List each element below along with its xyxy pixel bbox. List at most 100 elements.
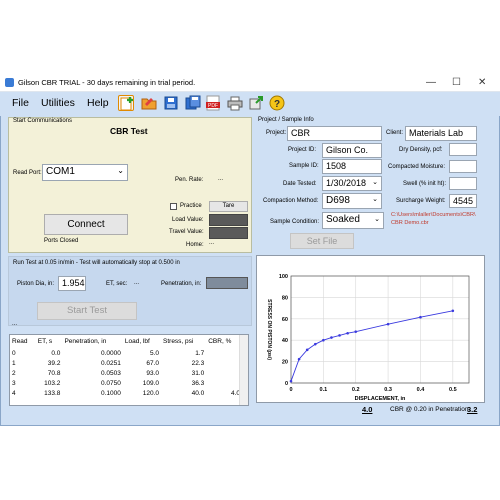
cell-penetration: 0.0000 — [101, 349, 121, 357]
y-tick-label: 20 — [282, 360, 288, 366]
compacted-moisture-input[interactable] — [449, 160, 477, 173]
print-icon[interactable] — [227, 95, 243, 111]
open-folder-icon[interactable] — [141, 95, 157, 111]
dry-density-input[interactable] — [449, 143, 477, 156]
x-tick-label: 0.3 — [384, 387, 392, 393]
piston-dia-label: Piston Dia, in: — [17, 281, 55, 287]
y-axis-label: STRESS ON PISTON (psi) — [266, 299, 272, 360]
chevron-down-icon: ⌄ — [117, 166, 124, 175]
data-point — [289, 379, 293, 383]
home-value: ... — [209, 240, 215, 246]
cbr-test-title: CBR Test — [110, 126, 148, 136]
load-value-label: Load Value: — [172, 217, 204, 223]
chevron-down-icon: ⌄ — [374, 216, 380, 223]
sample-condition-select[interactable]: Soaked ⌄ — [322, 212, 384, 229]
minimize-button[interactable]: — — [426, 77, 436, 88]
penetration-display — [206, 277, 248, 289]
cell-read: 0 — [12, 349, 16, 357]
project-input[interactable]: CBR — [287, 126, 382, 141]
series-line — [290, 310, 453, 382]
readings-table[interactable]: Read ET, s Penetration, in Load, lbf Str… — [9, 334, 249, 406]
project-legend: Project / Sample Info — [258, 117, 314, 123]
read-port-select[interactable]: COM1 ⌄ — [42, 164, 128, 181]
y-tick-label: 60 — [282, 317, 288, 323]
project-id-input[interactable]: Gilson Co. — [322, 143, 382, 158]
chevron-down-icon: ⌄ — [372, 196, 378, 203]
dry-density-label: Dry Density, pcf: — [399, 147, 443, 153]
cell-cbr — [206, 348, 242, 358]
svg-text:?: ? — [274, 99, 280, 110]
compaction-method-label: Compaction Method: — [263, 198, 319, 204]
menu-help[interactable]: Help — [87, 97, 109, 109]
data-point — [305, 348, 309, 352]
table-header-row: Read ET, s Penetration, in Load, lbf Str… — [10, 335, 242, 348]
cell-read: 2 — [12, 369, 16, 377]
new-file-icon[interactable] — [118, 95, 134, 111]
project-id-label: Project ID: — [288, 147, 317, 153]
cell-read: 4 — [12, 389, 16, 397]
cell-et: 0.0 — [51, 349, 61, 357]
date-tested-input[interactable]: 1/30/2018 ⌄ — [322, 176, 382, 191]
set-file-button[interactable]: Set File — [290, 233, 354, 249]
cbr-01-value: 4.0 — [362, 405, 373, 414]
pdf-icon[interactable]: PDF — [205, 95, 221, 111]
close-button[interactable]: ✕ — [478, 77, 487, 88]
table-row[interactable]: 3 103.2 0.0750 109.0 36.3 — [10, 378, 242, 388]
cell-read: 1 — [12, 359, 16, 367]
data-point — [354, 330, 358, 333]
start-test-button[interactable]: Start Test — [37, 302, 137, 320]
connect-button[interactable]: Connect — [44, 214, 128, 235]
penetration-label: Penetration, in: — [161, 281, 202, 287]
cell-penetration: 0.0503 — [101, 369, 121, 377]
table-row[interactable]: 4 133.8 0.1000 120.0 40.0 4.0 — [10, 388, 242, 398]
save-icon[interactable] — [163, 95, 179, 111]
swell-input[interactable] — [449, 177, 477, 190]
status-dots: ... — [12, 321, 18, 327]
surcharge-weight-input[interactable]: 4545 — [449, 194, 477, 208]
menu-utilities[interactable]: Utilities — [41, 97, 75, 109]
col-load-header: Load, lbf — [124, 338, 150, 345]
col-stress-header: Stress, psi — [163, 338, 194, 345]
sample-id-input[interactable]: 1508 — [322, 159, 382, 174]
client-input[interactable]: Materials Lab — [405, 126, 477, 141]
cell-load: 120.0 — [142, 389, 160, 397]
practice-checkbox[interactable] — [170, 203, 177, 210]
table-scrollbar[interactable] — [239, 335, 248, 405]
travel-value-label: Travel Value: — [169, 229, 204, 235]
cbr-02-value: 3.2 — [467, 405, 478, 414]
col-cbr-header: CBR, % — [208, 338, 232, 345]
tare-button[interactable]: Tare — [209, 201, 248, 212]
table-row[interactable]: 0 0.0 0.0000 5.0 1.7 — [10, 348, 242, 358]
cell-load: 67.0 — [146, 359, 160, 367]
x-tick-label: 0.5 — [449, 387, 457, 393]
data-point — [330, 336, 333, 339]
maximize-button[interactable]: ☐ — [452, 77, 461, 88]
x-tick-label: 0.1 — [320, 387, 328, 393]
communications-legend: Start Communications — [13, 118, 73, 124]
sample-id-label: Sample ID: — [289, 163, 319, 169]
save-as-icon[interactable] — [185, 95, 201, 111]
table-row[interactable]: 1 39.2 0.0251 67.0 22.3 — [10, 358, 242, 368]
pdf-icon-text: PDF — [208, 103, 218, 109]
table-row[interactable]: 2 70.8 0.0503 93.0 31.0 — [10, 368, 242, 378]
chart-canvas: 0 0.1 0.2 0.3 0.4 0.5 0 20 40 60 80 100 DISPLACEMENT… — [266, 274, 470, 402]
cell-read: 3 — [12, 379, 16, 387]
cell-penetration: 0.0251 — [101, 359, 121, 367]
cell-et: 103.2 — [44, 379, 61, 387]
x-tick-label: 0 — [289, 387, 292, 393]
compaction-method-select[interactable]: D698 ⌄ — [322, 193, 382, 209]
date-tested-value: 1/30/2018 — [326, 178, 367, 188]
cell-cbr — [206, 378, 242, 388]
menu-file[interactable]: File — [12, 97, 29, 109]
read-port-label: Read Port: — [13, 170, 42, 176]
title-bar: Gilson CBR TRIAL - 30 days remaining in … — [0, 74, 500, 92]
cbr-02-label: CBR @ 0.20 in Penetration: — [390, 406, 471, 413]
col-read-header: Read — [12, 338, 28, 345]
y-tick-label: 80 — [282, 295, 288, 301]
sample-condition-label: Sample Condition: — [270, 219, 320, 225]
cell-penetration: 0.1000 — [101, 389, 121, 397]
help-icon[interactable]: ? — [269, 95, 285, 111]
export-icon[interactable] — [248, 95, 264, 111]
read-port-value: COM1 — [46, 166, 75, 177]
piston-dia-input[interactable]: 1.954 — [58, 276, 86, 291]
